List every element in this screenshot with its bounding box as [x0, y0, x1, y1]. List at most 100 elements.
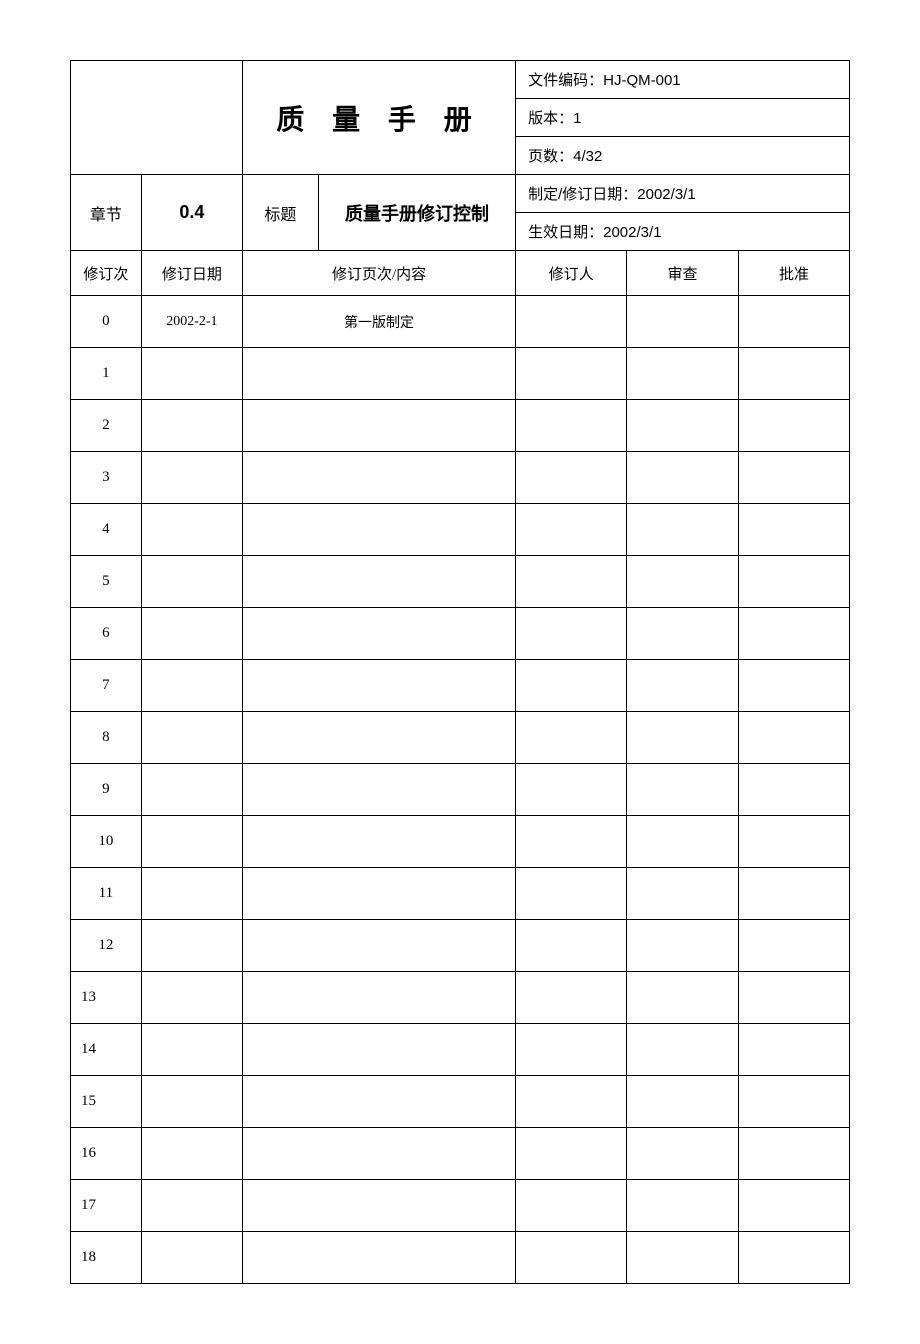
cell-rev-content — [242, 660, 515, 712]
table-row: 12 — [71, 920, 850, 972]
table-row: 5 — [71, 556, 850, 608]
cell-review — [627, 764, 738, 816]
table-row: 18 — [71, 1232, 850, 1284]
table-row: 02002-2-1第一版制定 — [71, 296, 850, 348]
table-row: 10 — [71, 816, 850, 868]
cell-rev-date — [141, 556, 242, 608]
cell-review — [627, 972, 738, 1024]
doc-code: 文件编码：HJ-QM-001 — [516, 61, 850, 99]
cell-approve — [738, 400, 849, 452]
cell-rev-date — [141, 1128, 242, 1180]
cell-rev-no: 0 — [71, 296, 142, 348]
cell-approve — [738, 348, 849, 400]
cell-rev-person — [516, 868, 627, 920]
cell-review — [627, 400, 738, 452]
cell-rev-person — [516, 764, 627, 816]
cell-review — [627, 1076, 738, 1128]
cell-rev-date — [141, 608, 242, 660]
cell-rev-person — [516, 1076, 627, 1128]
col-approve: 批准 — [738, 251, 849, 296]
cell-approve — [738, 1024, 849, 1076]
cell-review — [627, 660, 738, 712]
cell-rev-content — [242, 1076, 515, 1128]
cell-rev-no: 3 — [71, 452, 142, 504]
cell-rev-no: 17 — [71, 1180, 142, 1232]
doc-page: 页数：4/32 — [516, 137, 850, 175]
cell-review — [627, 920, 738, 972]
cell-rev-content — [242, 400, 515, 452]
cell-approve — [738, 608, 849, 660]
table-row: 2 — [71, 400, 850, 452]
cell-approve — [738, 660, 849, 712]
table-row: 11 — [71, 868, 850, 920]
document-title: 质 量 手 册 — [242, 61, 515, 175]
cell-approve — [738, 452, 849, 504]
cell-approve — [738, 1180, 849, 1232]
cell-rev-person — [516, 1024, 627, 1076]
cell-rev-person — [516, 452, 627, 504]
cell-approve — [738, 972, 849, 1024]
table-row: 8 — [71, 712, 850, 764]
cell-review — [627, 712, 738, 764]
cell-approve — [738, 712, 849, 764]
cell-review — [627, 452, 738, 504]
cell-rev-date — [141, 972, 242, 1024]
cell-approve — [738, 764, 849, 816]
chapter-number: 0.4 — [141, 175, 242, 251]
cell-review — [627, 504, 738, 556]
col-review: 审查 — [627, 251, 738, 296]
col-rev-content: 修订页次/内容 — [242, 251, 515, 296]
cell-approve — [738, 504, 849, 556]
table-row: 6 — [71, 608, 850, 660]
table-row: 13 — [71, 972, 850, 1024]
cell-review — [627, 868, 738, 920]
table-row: 9 — [71, 764, 850, 816]
cell-rev-date — [141, 1232, 242, 1284]
cell-rev-date — [141, 712, 242, 764]
cell-rev-no: 5 — [71, 556, 142, 608]
cell-review — [627, 608, 738, 660]
col-rev-person: 修订人 — [516, 251, 627, 296]
cell-rev-content — [242, 348, 515, 400]
title-value: 质量手册修订控制 — [318, 175, 515, 251]
cell-review — [627, 296, 738, 348]
cell-approve — [738, 1232, 849, 1284]
table-row: 1 — [71, 348, 850, 400]
cell-rev-person — [516, 920, 627, 972]
chapter-label: 章节 — [71, 175, 142, 251]
cell-rev-person — [516, 972, 627, 1024]
cell-review — [627, 556, 738, 608]
cell-rev-person — [516, 712, 627, 764]
cell-rev-person — [516, 400, 627, 452]
cell-rev-no: 18 — [71, 1232, 142, 1284]
cell-rev-content — [242, 1024, 515, 1076]
cell-rev-person — [516, 296, 627, 348]
table-row: 14 — [71, 1024, 850, 1076]
cell-rev-no: 14 — [71, 1024, 142, 1076]
cell-rev-date — [141, 920, 242, 972]
cell-rev-date — [141, 1024, 242, 1076]
table-row: 17 — [71, 1180, 850, 1232]
cell-rev-person — [516, 816, 627, 868]
cell-review — [627, 1180, 738, 1232]
doc-version: 版本：1 — [516, 99, 850, 137]
table-row: 7 — [71, 660, 850, 712]
cell-approve — [738, 868, 849, 920]
cell-rev-content — [242, 972, 515, 1024]
cell-rev-person — [516, 556, 627, 608]
cell-rev-date — [141, 452, 242, 504]
cell-rev-no: 9 — [71, 764, 142, 816]
title-label: 标题 — [242, 175, 318, 251]
cell-rev-date — [141, 816, 242, 868]
cell-approve — [738, 1076, 849, 1128]
cell-rev-date — [141, 1180, 242, 1232]
cell-rev-no: 4 — [71, 504, 142, 556]
cell-rev-no: 7 — [71, 660, 142, 712]
cell-rev-content — [242, 1232, 515, 1284]
cell-rev-content — [242, 816, 515, 868]
cell-approve — [738, 920, 849, 972]
cell-review — [627, 1128, 738, 1180]
cell-rev-content — [242, 1180, 515, 1232]
table-row: 15 — [71, 1076, 850, 1128]
cell-rev-content — [242, 764, 515, 816]
